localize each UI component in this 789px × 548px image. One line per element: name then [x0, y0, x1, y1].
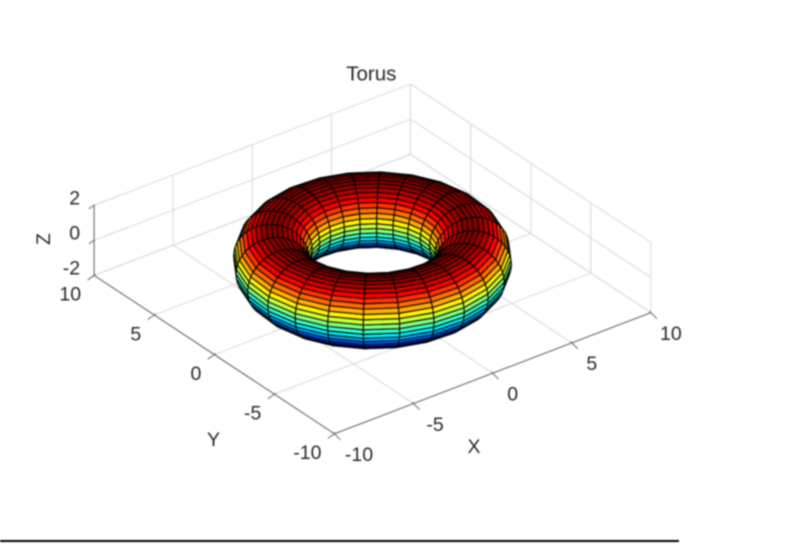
svg-text:-10: -10 [345, 444, 373, 466]
svg-text:Y: Y [207, 429, 220, 451]
svg-text:0: 0 [69, 223, 80, 245]
svg-text:5: 5 [130, 323, 141, 345]
svg-text:0: 0 [190, 363, 201, 385]
svg-text:-2: -2 [63, 258, 80, 280]
svg-text:2: 2 [69, 188, 80, 210]
svg-text:-5: -5 [244, 403, 261, 425]
svg-text:X: X [467, 436, 480, 458]
svg-text:0: 0 [507, 384, 518, 406]
svg-text:-5: -5 [426, 414, 443, 436]
svg-text:-10: -10 [293, 442, 321, 464]
svg-text:10: 10 [59, 284, 81, 306]
svg-text:5: 5 [586, 353, 597, 375]
svg-text:Torus: Torus [346, 63, 396, 86]
svg-text:10: 10 [660, 323, 682, 345]
svg-text:Z: Z [33, 233, 55, 245]
